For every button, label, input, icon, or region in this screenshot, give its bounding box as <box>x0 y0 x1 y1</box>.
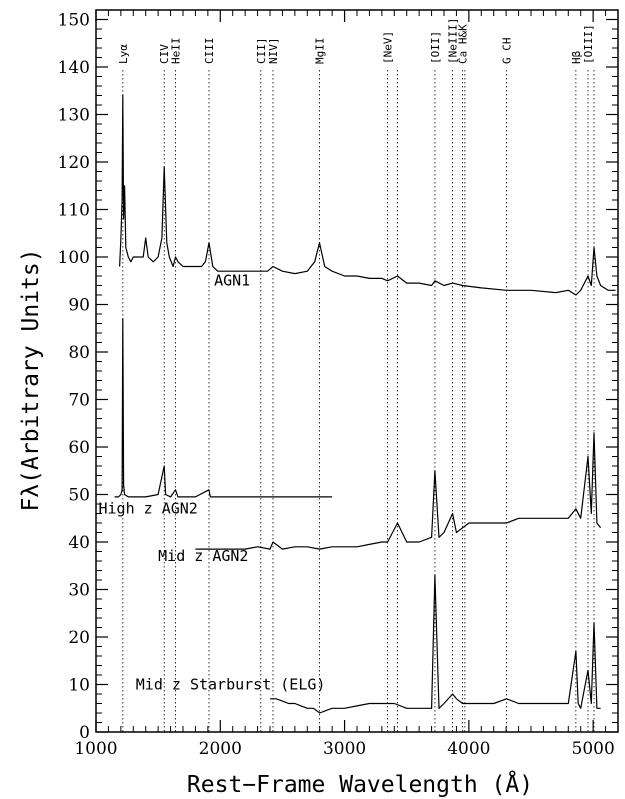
emission-line-label: CII] <box>255 38 268 65</box>
y-tick-label: 30 <box>68 581 90 601</box>
y-tick-label: 110 <box>58 201 90 221</box>
emission-line-label: [OIII] <box>582 24 595 64</box>
y-tick-label: 130 <box>58 106 90 126</box>
emission-line-label: HeII <box>170 38 183 65</box>
series-labels: AGN1 High z AGN2 Mid z AGN2 Mid z Starburst… <box>98 272 325 694</box>
y-tick-label: 70 <box>68 391 90 411</box>
axes: 1000 2000 3000 4000 5000 0 10 20 30 40 50 60 70 80 90 1… <box>58 9 619 759</box>
spectrum-line <box>195 432 602 550</box>
y-tick-label: 140 <box>58 58 90 78</box>
x-tick-label: 3000 <box>323 739 366 759</box>
x-axis-title: Rest−Frame Wavelength (Å) <box>187 770 533 798</box>
spectrum-line <box>270 574 601 714</box>
emission-line-label: [NeIII] <box>447 18 460 64</box>
spectrum-line <box>119 94 616 296</box>
y-tick-label: 80 <box>68 343 90 363</box>
x-tick-label: 2000 <box>199 739 242 759</box>
spectrum-label: High z AGN2 <box>98 500 197 518</box>
spectrum-line <box>114 318 333 498</box>
emission-line-label: [NeV] <box>382 31 395 64</box>
y-tick-label: 20 <box>68 628 90 648</box>
y-tick-label: 150 <box>58 11 90 31</box>
spectrum-label: Mid z AGN2 <box>158 547 248 565</box>
emission-line-label: Lyα <box>117 44 130 64</box>
y-tick-label: 40 <box>68 533 90 553</box>
y-tick-label: 60 <box>68 438 90 458</box>
y-axis-title: Fλ(Arbitrary Units) <box>18 248 44 511</box>
spectrum-label: AGN1 <box>214 272 250 290</box>
y-tick-label: 10 <box>68 676 90 696</box>
emission-line-label: [OII] <box>429 31 442 64</box>
x-tick-label: 5000 <box>572 739 615 759</box>
plot-frame <box>95 9 619 733</box>
x-tick-label: 1000 <box>74 739 117 759</box>
emission-line-label: Hβ <box>570 50 583 64</box>
emission-line-label: CIII <box>203 38 216 65</box>
emission-line-label: NIV] <box>267 38 280 65</box>
y-tick-label: 90 <box>68 296 90 316</box>
emission-line-label: CIV <box>158 44 171 64</box>
emission-line-label: G CH <box>501 38 514 65</box>
y-tick-label: 100 <box>58 248 90 268</box>
series-lines <box>114 94 616 714</box>
spectrum-label: Mid z Starburst (ELG) <box>136 675 326 693</box>
emission-line-label: Ca H&K <box>457 24 470 64</box>
x-tick-label: 4000 <box>447 739 490 759</box>
emission-line-label: MgII <box>313 38 326 65</box>
y-tick-label: 0 <box>79 723 90 743</box>
y-tick-label: 50 <box>68 486 90 506</box>
y-tick-label: 120 <box>58 153 90 173</box>
